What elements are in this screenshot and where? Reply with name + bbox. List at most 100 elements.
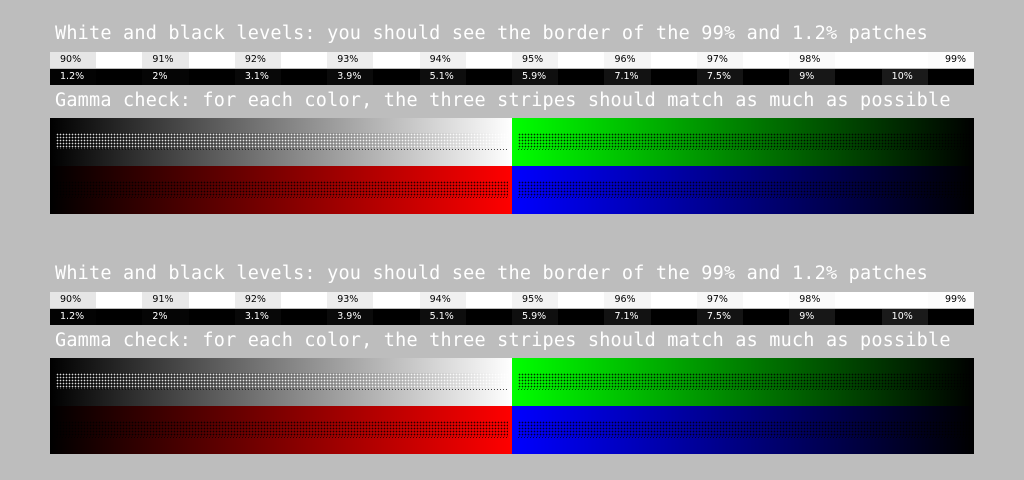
white-reference-patch-3 — [281, 292, 328, 308]
white-patch-3: 92% — [234, 292, 282, 308]
levels-strip: 90% 91% 92% 93% 94% 95% 96% 97% 98% 99% 1.2% 2% 3.1… — [50, 292, 975, 325]
gamma-green-stripe — [518, 133, 970, 149]
gamma-green-block — [512, 358, 974, 406]
white-patch-label: 98% — [799, 294, 821, 305]
black-reference-patch-9 — [835, 309, 882, 325]
gamma-red-line — [56, 437, 508, 438]
white-patch-label: 94% — [429, 294, 451, 305]
black-reference-patch-5 — [465, 69, 513, 85]
white-reference-patch-6 — [558, 292, 605, 308]
white-reference-patch-7 — [650, 52, 697, 68]
black-reference-patch-8 — [743, 69, 790, 85]
white-patch-3: 92% — [234, 52, 282, 68]
black-patch-7: 7.1% — [604, 309, 651, 325]
white-patch-label: 93% — [337, 294, 359, 305]
black-patch-8: 7.5% — [696, 69, 744, 85]
black-patch-9: 9% — [789, 69, 836, 85]
black-patch-label: 7.1% — [614, 71, 639, 82]
white-patch-label: 93% — [337, 54, 359, 65]
white-patch-1: 90% — [50, 292, 97, 308]
black-patch-6: 5.9% — [512, 309, 559, 325]
gamma-green-stripe — [518, 373, 970, 389]
white-patch-2: 91% — [142, 52, 189, 68]
black-patch-4: 3.9% — [327, 309, 374, 325]
white-patch-label: 95% — [522, 54, 544, 65]
black-patch-label: 3.9% — [337, 71, 362, 82]
black-reference-patch-7 — [650, 69, 697, 85]
black-reference-patch-1 — [96, 69, 143, 85]
calibration-panel-top: White and black levels: you should see t… — [50, 23, 975, 214]
white-patch-label: 91% — [152, 294, 174, 305]
black-reference-patch-9 — [835, 69, 882, 85]
black-patch-5: 5.1% — [419, 309, 466, 325]
black-patch-label: 9% — [799, 311, 815, 322]
white-reference-patch-1 — [96, 292, 143, 308]
black-reference-patch-3 — [281, 309, 328, 325]
black-patch-3: 3.1% — [234, 309, 282, 325]
white-patch-label: 96% — [614, 54, 636, 65]
black-patch-label: 5.9% — [522, 311, 547, 322]
black-patch-1: 1.2% — [50, 309, 97, 325]
black-patch-label: 1.2% — [60, 311, 85, 322]
gamma-green-line — [518, 149, 970, 150]
white-patch-label: 97% — [706, 294, 728, 305]
white-reference-patch-5 — [465, 292, 513, 308]
black-reference-patch-4 — [373, 69, 420, 85]
white-patch-label: 92% — [244, 54, 266, 65]
white-reference-patch-1 — [96, 52, 143, 68]
gamma-heading: Gamma check: for each color, the three s… — [55, 90, 951, 111]
gamma-blue-block — [512, 406, 974, 454]
black-reference-patch-4 — [373, 309, 420, 325]
black-reference-patch-1 — [96, 309, 143, 325]
white-reference-patch-9 — [835, 52, 882, 68]
white-patch-8: 97% — [696, 52, 744, 68]
gamma-blue-stripe — [518, 181, 970, 197]
white-patch-5: 94% — [419, 52, 466, 68]
gamma-gray-block — [50, 118, 512, 166]
gamma-blue-line — [518, 197, 970, 198]
white-patch-label: 97% — [706, 54, 728, 65]
black-patch-2: 2% — [142, 309, 189, 325]
white-reference-patch-6 — [558, 52, 605, 68]
black-patch-6: 5.9% — [512, 69, 559, 85]
black-patch-3: 3.1% — [234, 69, 282, 85]
white-patch-8: 97% — [696, 292, 744, 308]
black-patch-label: 10% — [891, 71, 913, 82]
black-reference-patch-2 — [188, 309, 235, 325]
gamma-gray-line — [56, 149, 508, 150]
black-patch-label: 5.1% — [429, 71, 454, 82]
black-patch-5: 5.1% — [419, 69, 466, 85]
white-reference-patch-5 — [465, 52, 513, 68]
white-patch-9: 98% — [789, 292, 836, 308]
gamma-red-line — [56, 197, 508, 198]
white-patch-label: 92% — [244, 294, 266, 305]
gamma-red-block — [50, 406, 512, 454]
white-reference-patch-10 — [881, 292, 928, 308]
black-reference-patch-5 — [465, 309, 513, 325]
black-patch-7: 7.1% — [604, 69, 651, 85]
black-reference-patch-3 — [281, 69, 328, 85]
white-reference-patch-4 — [373, 292, 420, 308]
black-patch-9: 9% — [789, 309, 836, 325]
black-patch-label: 3.1% — [244, 311, 269, 322]
white-level-row: 90% 91% 92% 93% 94% 95% 96% 97% 98% 99% — [50, 292, 975, 308]
gamma-check-grid — [50, 358, 974, 454]
black-patch-label: 3.9% — [337, 311, 362, 322]
white-patch-label: 96% — [614, 294, 636, 305]
levels-heading: White and black levels: you should see t… — [55, 23, 929, 44]
white-patch-label: 94% — [429, 54, 451, 65]
white-patch-7: 96% — [604, 292, 651, 308]
white-reference-patch-4 — [373, 52, 420, 68]
white-patch-10: 99% — [927, 292, 975, 308]
white-reference-patch-2 — [188, 292, 235, 308]
black-patch-10: 10% — [881, 309, 928, 325]
black-reference-patch-8 — [743, 309, 790, 325]
white-patch-9: 98% — [789, 52, 836, 68]
black-reference-patch-10 — [927, 69, 975, 85]
gamma-red-stripe — [56, 421, 508, 437]
white-reference-patch-8 — [743, 292, 790, 308]
gamma-blue-stripe — [518, 421, 970, 437]
white-patch-5: 94% — [419, 292, 466, 308]
levels-strip: 90% 91% 92% 93% 94% 95% 96% 97% 98% 99% 1.2% 2% 3.1… — [50, 52, 975, 85]
white-patch-6: 95% — [512, 52, 559, 68]
